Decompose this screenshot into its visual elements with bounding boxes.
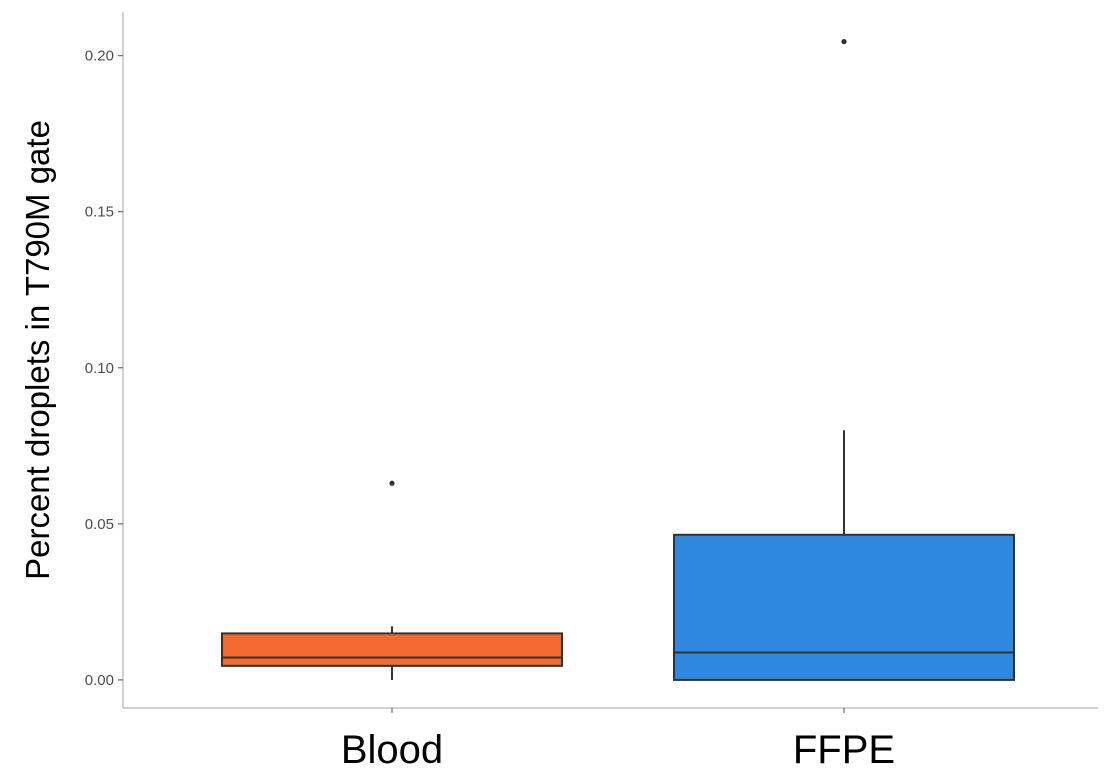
x-category-label: FFPE [793,728,895,770]
y-tick-label: 0.10 [85,360,114,377]
y-tick-label: 0.15 [85,204,114,221]
y-tick-label: 0.00 [85,672,114,689]
labels: 0.00 0.05 0.10 0.15 0.20 Blood FFPE [85,48,895,770]
boxes [221,39,1015,681]
iqr-box [221,632,563,667]
y-axis-title: Percent droplets in T790M gate [19,120,56,580]
iqr-box [673,533,1015,681]
y-tick-label: 0.20 [85,48,114,65]
outlier-point [389,480,395,486]
y-tick-label: 0.05 [85,516,114,533]
box-ffpe [673,39,1015,681]
outlier-point [841,39,847,45]
box-blood [221,480,563,680]
x-category-label: Blood [341,728,443,770]
axes [118,12,1098,713]
